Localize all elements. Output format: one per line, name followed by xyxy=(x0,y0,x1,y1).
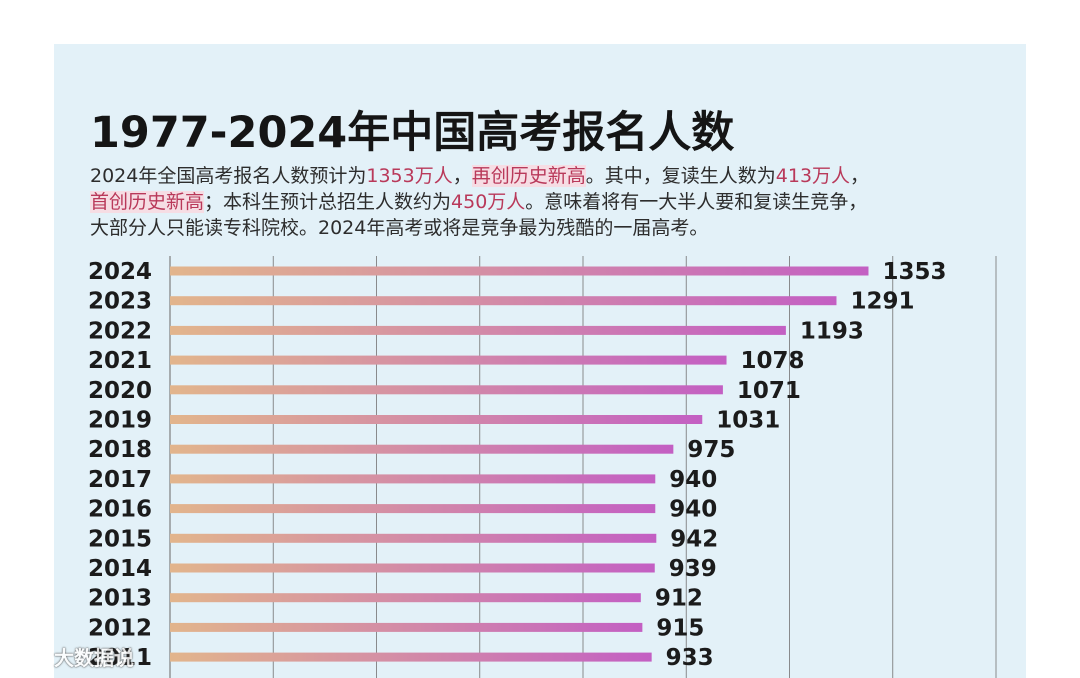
intro-text: 2024年全国高考报名人数预计为 xyxy=(90,165,367,187)
intro-text: ， xyxy=(452,165,472,187)
intro-text: 。其中，复读生人数为 xyxy=(585,165,776,187)
value-label: 1078 xyxy=(741,348,805,374)
bar xyxy=(170,533,657,543)
bar xyxy=(170,444,674,454)
value-label: 1353 xyxy=(882,259,946,285)
chart-bars: 2024 1353 2023 1291 2022 1193 2021 1078 2020 1071… xyxy=(88,259,947,671)
value-label: 942 xyxy=(670,526,718,552)
intro-highlight: 再创历史新高 xyxy=(471,165,586,187)
category-label: 2023 xyxy=(88,289,152,315)
category-label: 2016 xyxy=(88,497,152,523)
category-label: 2013 xyxy=(88,586,152,612)
bar xyxy=(170,593,641,603)
page-title: 1977-2024年中国高考报名人数 xyxy=(90,108,735,158)
tv-icon xyxy=(14,643,48,670)
bar xyxy=(170,474,656,484)
intro-text: ， xyxy=(850,165,870,187)
bar xyxy=(170,563,655,573)
intro-text: 。意味着将有一大半人要和复读生竞争， xyxy=(525,191,868,213)
bar xyxy=(170,355,727,365)
bar xyxy=(170,622,643,632)
value-label: 940 xyxy=(669,467,717,493)
value-label: 939 xyxy=(669,556,717,582)
chart-gridlines xyxy=(169,256,997,678)
intro-line-3: 大部分人只能读专科院校。2024年高考或将是竞争最为残酷的一届高考。 xyxy=(90,217,709,239)
category-label: 2020 xyxy=(88,378,152,404)
category-label: 2014 xyxy=(88,556,152,582)
category-label: 2011 xyxy=(88,645,152,671)
bar xyxy=(170,385,723,395)
category-label: 2017 xyxy=(88,467,152,493)
intro-line-1: 2024年全国高考报名人数预计为1353万人，再创历史新高。其中，复读生人数为4… xyxy=(90,163,990,189)
bar xyxy=(170,415,703,424)
intro-line-2: 首创历史新高；本科生预计总招生人数约为450万人。意味着将有一大半人要和复读生竞… xyxy=(90,189,990,215)
category-label: 2021 xyxy=(88,348,152,374)
intro-paragraph: 2024年全国高考报名人数预计为1353万人，再创历史新高。其中，复读生人数为4… xyxy=(90,163,990,241)
value-label: 933 xyxy=(666,645,714,671)
bar xyxy=(170,325,786,335)
category-label: 2022 xyxy=(88,318,152,344)
value-label: 1031 xyxy=(716,408,780,434)
watermark: 大数据说 xyxy=(12,641,134,671)
intro-highlight: 1353万人 xyxy=(366,165,453,187)
value-label: 940 xyxy=(669,497,717,523)
category-label: 2015 xyxy=(88,526,152,552)
category-label: 2018 xyxy=(88,437,152,463)
bar xyxy=(170,296,837,306)
value-label: 915 xyxy=(656,615,704,641)
bar xyxy=(170,504,656,514)
watermark-text: 大数据说 xyxy=(54,645,134,670)
bar xyxy=(170,266,869,276)
bar xyxy=(170,652,652,662)
intro-highlight: 首创历史新高 xyxy=(90,191,205,213)
value-label: 1071 xyxy=(737,378,801,404)
value-label: 1193 xyxy=(800,318,864,344)
value-label: 975 xyxy=(687,437,735,463)
value-label: 912 xyxy=(655,586,703,612)
intro-highlight: 450万人 xyxy=(451,191,526,213)
intro-highlight: 413万人 xyxy=(775,165,851,187)
category-label: 2012 xyxy=(88,615,152,641)
category-label: 2024 xyxy=(88,259,152,285)
intro-text: ；本科生预计总招生人数约为 xyxy=(204,191,452,213)
category-label: 2019 xyxy=(88,408,152,434)
value-label: 1291 xyxy=(850,289,914,315)
